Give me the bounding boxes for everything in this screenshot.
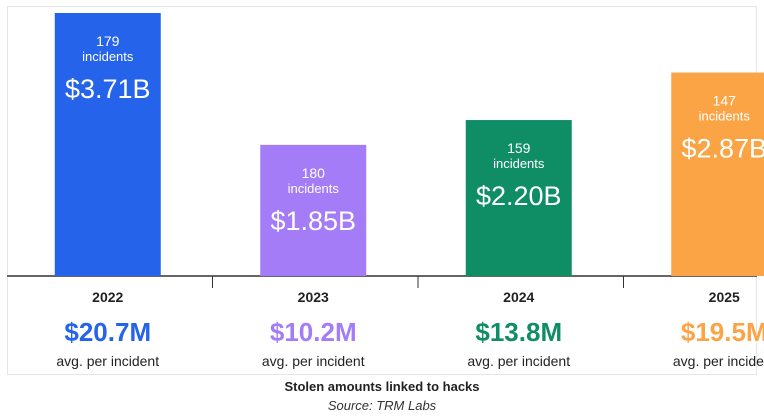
incident-word-label: incidents (699, 109, 751, 124)
category-tick-label: 2022 (92, 289, 123, 305)
bar-2022 (54, 13, 161, 276)
incident-count-label: 159 (507, 140, 531, 156)
avg-caption-label: avg. per incident (673, 353, 764, 369)
chart-caption-source: Source: TRM Labs (327, 398, 437, 413)
incident-count-label: 180 (302, 165, 326, 181)
value-label: $2.87B (681, 134, 764, 164)
value-label: $3.71B (65, 74, 151, 104)
chart-caption-title: Stolen amounts linked to hacks (284, 379, 480, 394)
avg-value-label: $10.2M (270, 317, 357, 347)
category-tick-label: 2024 (503, 289, 534, 305)
value-label: $2.20B (476, 181, 562, 211)
bar-2024 (465, 120, 572, 277)
avg-value-label: $13.8M (475, 317, 562, 347)
bar-2025 (671, 72, 764, 276)
avg-value-label: $19.5M (681, 317, 764, 347)
avg-caption-label: avg. per incident (467, 353, 570, 369)
incident-word-label: incidents (493, 156, 545, 171)
avg-caption-label: avg. per incident (262, 353, 365, 369)
incident-word-label: incidents (288, 181, 340, 196)
bar-2023 (260, 144, 367, 276)
category-tick-label: 2023 (298, 289, 329, 305)
incident-count-label: 179 (96, 33, 120, 49)
incident-word-label: incidents (82, 49, 134, 64)
incident-count-label: 147 (713, 93, 737, 109)
avg-value-label: $20.7M (64, 317, 151, 347)
value-label: $1.85B (270, 206, 356, 236)
avg-caption-label: avg. per incident (56, 353, 159, 369)
category-tick-label: 2025 (709, 289, 740, 305)
